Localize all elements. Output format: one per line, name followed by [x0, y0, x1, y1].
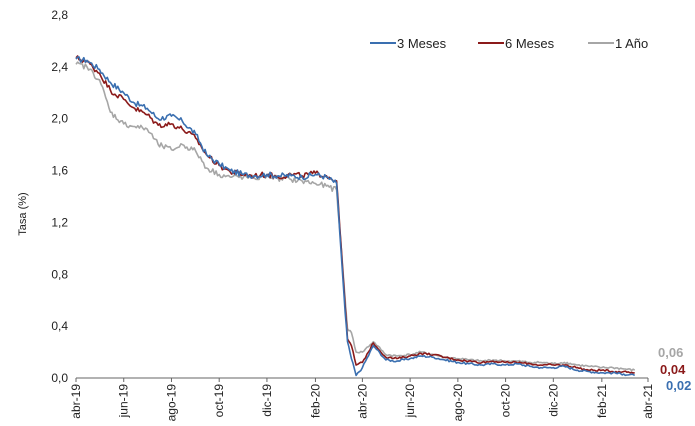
y-tick-label: 2,0 — [51, 112, 68, 126]
x-tick-label: ago-20 — [451, 384, 465, 422]
legend: 3 Meses 6 Meses 1 Año — [370, 36, 648, 51]
legend-label: 6 Meses — [505, 36, 555, 51]
y-axis-label: Tasa (%) — [17, 192, 29, 235]
end-value-label: 0,06 — [658, 345, 683, 360]
legend-label: 1 Año — [615, 36, 648, 51]
x-tick-label: jun-19 — [117, 384, 131, 419]
y-tick-label: 0,8 — [51, 267, 68, 281]
series-line-2 — [75, 61, 636, 372]
end-value-label: 0,02 — [666, 378, 691, 393]
y-tick-label: 2,4 — [51, 60, 68, 74]
y-tick-label: 1,6 — [51, 164, 68, 178]
x-tick-label: oct-20 — [499, 384, 513, 418]
y-tick-label: 2,8 — [51, 8, 68, 22]
series-line-0 — [75, 56, 636, 377]
x-tick-label: feb-20 — [308, 384, 322, 418]
y-axis-ticks: 0,0 0,4 0,8 1,2 1,6 2,0 2,4 2,8 — [51, 8, 68, 385]
x-tick-label: abr-19 — [69, 384, 83, 419]
x-tick-label: feb-21 — [595, 384, 609, 418]
series-lines — [75, 55, 636, 377]
end-labels: 0,020,04 0,06 — [658, 345, 691, 393]
x-tick-label: ago-19 — [164, 384, 178, 422]
x-tick-label: oct-19 — [212, 384, 226, 418]
x-tick-label: abr-21 — [641, 384, 655, 419]
x-tick-label: dic-19 — [260, 384, 274, 417]
y-tick-label: 1,2 — [51, 215, 68, 229]
series-line-1 — [75, 55, 635, 374]
end-value-label: 0,04 — [660, 362, 686, 377]
y-tick-label: 0,0 — [51, 371, 68, 385]
legend-label: 3 Meses — [397, 36, 447, 51]
x-tick-label: jun-20 — [403, 384, 417, 419]
y-tick-label: 0,4 — [51, 319, 68, 333]
x-axis-ticks: abr-19 jun-19 ago-19 oct-19 dic-19 feb-20 abr-… — [69, 378, 655, 421]
x-tick-label: abr-20 — [355, 384, 369, 419]
x-tick-label: dic-20 — [546, 384, 560, 417]
